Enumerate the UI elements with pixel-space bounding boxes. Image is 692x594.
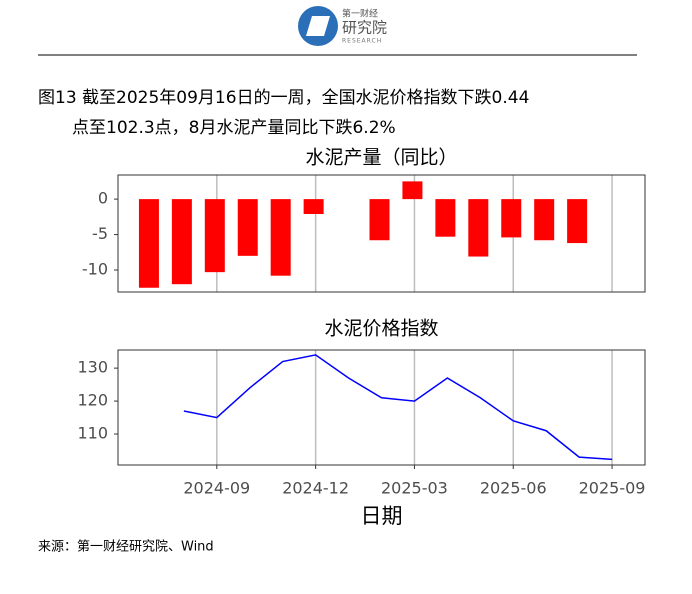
plot-area bbox=[118, 350, 645, 465]
bar bbox=[435, 199, 456, 237]
y-tick-label: -10 bbox=[82, 260, 108, 279]
y-tick-label: 120 bbox=[77, 391, 108, 410]
bar bbox=[402, 181, 423, 200]
x-axis-title: 日期 bbox=[361, 504, 403, 528]
bar bbox=[501, 199, 522, 238]
x-tick-label: 2024-12 bbox=[282, 479, 349, 498]
bar bbox=[369, 199, 390, 241]
bar bbox=[567, 199, 588, 244]
line bbox=[183, 354, 613, 461]
plot-border bbox=[117, 174, 646, 293]
bar bbox=[303, 199, 324, 214]
panel-title: 水泥产量（同比） bbox=[305, 147, 457, 169]
x-tick-label: 2025-06 bbox=[480, 479, 547, 498]
logo-mark bbox=[306, 16, 330, 36]
bar bbox=[138, 199, 159, 288]
bar bbox=[468, 199, 489, 257]
caption: 图13 截至2025年09月16日的一周，全国水泥价格指数下跌0.44 bbox=[38, 88, 529, 108]
x-tick-label: 2025-03 bbox=[381, 479, 448, 498]
plot-border bbox=[117, 349, 646, 466]
y-tick-label: -5 bbox=[92, 224, 108, 243]
logo: 第一财经 研究院 RESEARCH bbox=[298, 6, 387, 46]
x-tick-label: 2025-09 bbox=[579, 479, 646, 498]
source: 来源：第一财经研究院、Wind bbox=[38, 540, 214, 555]
bar bbox=[534, 199, 555, 241]
bar bbox=[171, 199, 192, 285]
bar bbox=[237, 199, 258, 256]
y-tick-label: 0 bbox=[98, 189, 108, 208]
y-tick-label: 130 bbox=[77, 358, 108, 377]
logo-main: 研究院 bbox=[342, 19, 387, 37]
caption: 点至102.3点，8月水泥产量同比下跌6.2% bbox=[72, 118, 396, 138]
bar bbox=[204, 199, 225, 273]
panel-title: 水泥价格指数 bbox=[324, 318, 438, 340]
y-tick-label: 110 bbox=[77, 424, 108, 443]
x-tick-label: 2024-09 bbox=[183, 479, 250, 498]
logo-small: 第一财经 bbox=[342, 8, 378, 20]
logo-en: RESEARCH bbox=[342, 38, 382, 45]
bar bbox=[270, 199, 291, 276]
